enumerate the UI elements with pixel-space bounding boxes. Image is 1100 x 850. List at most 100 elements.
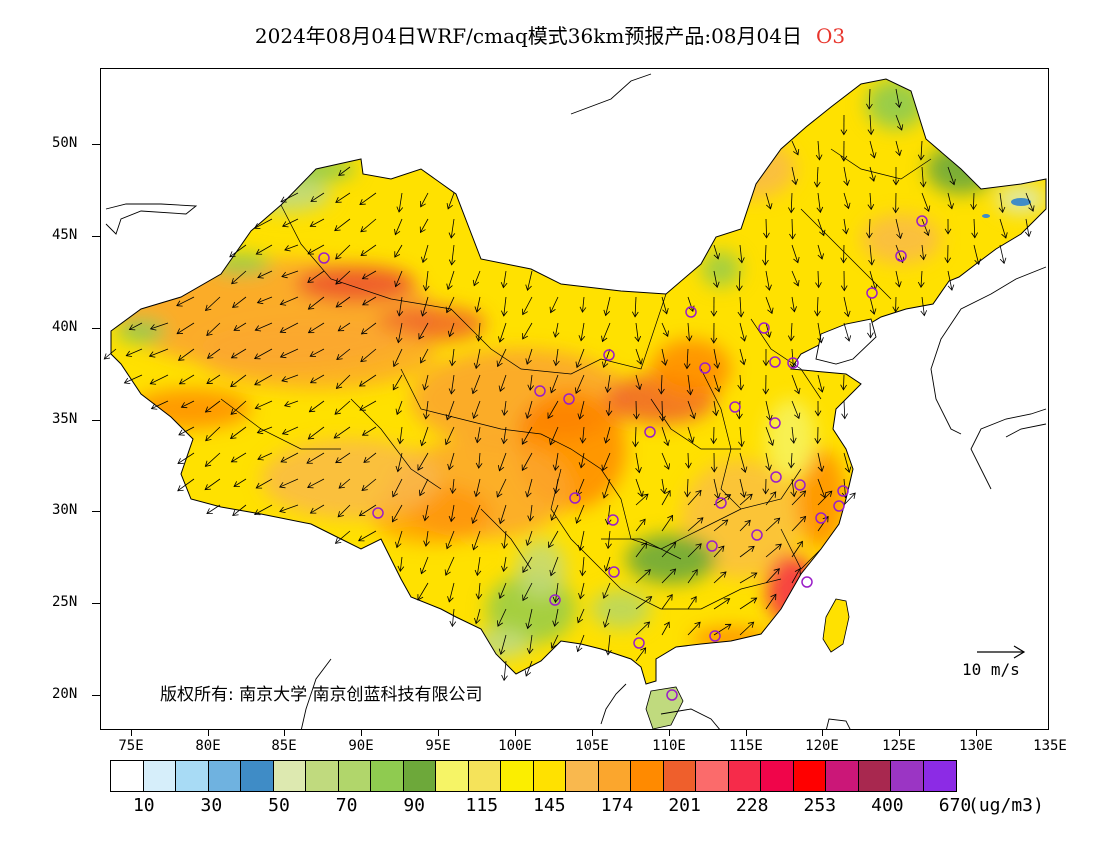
- wind-vector: [579, 530, 585, 551]
- wind-vector-head: [840, 257, 848, 264]
- wind-vector-head: [521, 438, 528, 445]
- wind-vector-head: [334, 408, 341, 415]
- wind-vector-head: [307, 433, 315, 440]
- wind-vector: [713, 270, 718, 288]
- wind-vector-head: [923, 205, 931, 213]
- wind-vector: [476, 426, 481, 443]
- wind-vector-head: [794, 412, 801, 420]
- wind-vector: [661, 296, 668, 314]
- wind-vector-head: [999, 257, 1007, 265]
- wind-vector-head: [525, 491, 532, 498]
- wind-vector: [254, 374, 273, 386]
- wind-vector: [869, 192, 872, 210]
- lat-tick: [92, 420, 100, 421]
- wind-vector: [739, 426, 743, 447]
- wind-vector: [310, 374, 325, 384]
- wind-vector-head: [501, 310, 508, 317]
- wind-vector: [281, 374, 299, 382]
- wind-vector-head: [394, 228, 401, 236]
- wind-vector: [425, 400, 429, 419]
- wind-vector-head: [579, 570, 587, 577]
- wind-vector-head: [714, 385, 721, 393]
- wind-vector-head: [577, 544, 585, 552]
- wind-vector: [177, 478, 195, 492]
- colorbar-swatch: [501, 761, 534, 791]
- wind-vector-head: [723, 598, 731, 605]
- wind-vector-head: [793, 256, 800, 264]
- wind-vector-head: [814, 310, 821, 317]
- wind-vector-head: [422, 384, 429, 391]
- wind-vector: [394, 218, 403, 235]
- wind-vector: [843, 452, 850, 473]
- wind-vector-head: [447, 463, 454, 471]
- wind-vector-head: [446, 283, 453, 291]
- wind-vector: [791, 478, 795, 497]
- wind-vector: [608, 400, 611, 416]
- wind-vector: [306, 452, 325, 464]
- wind-vector: [420, 192, 429, 208]
- wind-vector: [361, 322, 377, 335]
- wind-vector: [421, 556, 429, 574]
- wind-vector-head: [770, 491, 777, 498]
- wind-vector: [687, 543, 702, 558]
- wind-vector-head: [254, 325, 262, 332]
- wind-vector: [687, 322, 690, 341]
- wind-vector-head: [579, 306, 587, 313]
- wind-vector: [422, 244, 429, 263]
- wind-vector-head: [204, 460, 212, 467]
- reference-vector-label: 10 m/s: [962, 660, 1020, 679]
- wind-vector-head: [281, 271, 288, 279]
- city-marker: [787, 357, 799, 369]
- colorbar-tick-label: 400: [871, 795, 904, 816]
- wind-vector: [333, 426, 351, 439]
- wind-vector: [425, 530, 429, 547]
- bohai-bay: [815, 318, 877, 365]
- wind-vector-head: [817, 337, 824, 344]
- wind-vector-head: [418, 333, 425, 340]
- wind-vector-head: [445, 306, 452, 314]
- wind-vector: [363, 452, 377, 463]
- wind-vector: [791, 270, 799, 287]
- wind-vector: [713, 374, 720, 392]
- wind-vector-head: [632, 441, 639, 448]
- wind-vector-head: [713, 253, 721, 260]
- wind-vector-head: [763, 232, 770, 239]
- wind-vector-head: [359, 199, 366, 206]
- wind-vector: [635, 596, 652, 610]
- lat-label-45n: 45N: [52, 227, 78, 243]
- colorbar-tick-label: 145: [533, 795, 566, 816]
- wind-vector-head: [397, 565, 405, 573]
- wind-vector-head: [710, 310, 718, 317]
- wind-vector: [713, 348, 719, 369]
- wind-vector: [361, 478, 377, 491]
- wind-vector: [661, 426, 669, 446]
- wind-vector: [257, 452, 273, 460]
- wind-vector-head: [738, 441, 745, 448]
- wind-vector-head: [867, 332, 874, 339]
- wind-vector-head: [773, 517, 781, 524]
- wind-vector: [129, 322, 143, 330]
- wind-vector: [499, 504, 507, 524]
- wind-vector-head: [895, 281, 902, 288]
- wind-vector: [765, 192, 771, 210]
- wind-vector-head: [605, 649, 612, 656]
- colorbar-tick-label: 115: [465, 795, 499, 816]
- wind-vector: [178, 426, 195, 436]
- wind-vector: [843, 400, 846, 419]
- lon-tick: [515, 730, 516, 736]
- city-marker: [895, 250, 907, 262]
- wind-vector-head: [178, 378, 186, 385]
- wind-vector: [713, 494, 731, 506]
- wind-vector: [635, 452, 640, 473]
- wind-vector-head: [896, 124, 904, 131]
- colorbar-tick-label: 228: [735, 795, 769, 816]
- wind-vector: [635, 322, 639, 342]
- wind-vector: [713, 478, 719, 499]
- wind-vector-head: [721, 519, 729, 526]
- wind-vector: [233, 478, 247, 487]
- wind-vector: [335, 244, 351, 260]
- wind-vector: [450, 374, 455, 394]
- wind-vector: [687, 296, 694, 312]
- wind-vector-head: [335, 382, 343, 390]
- wind-vector: [550, 296, 559, 313]
